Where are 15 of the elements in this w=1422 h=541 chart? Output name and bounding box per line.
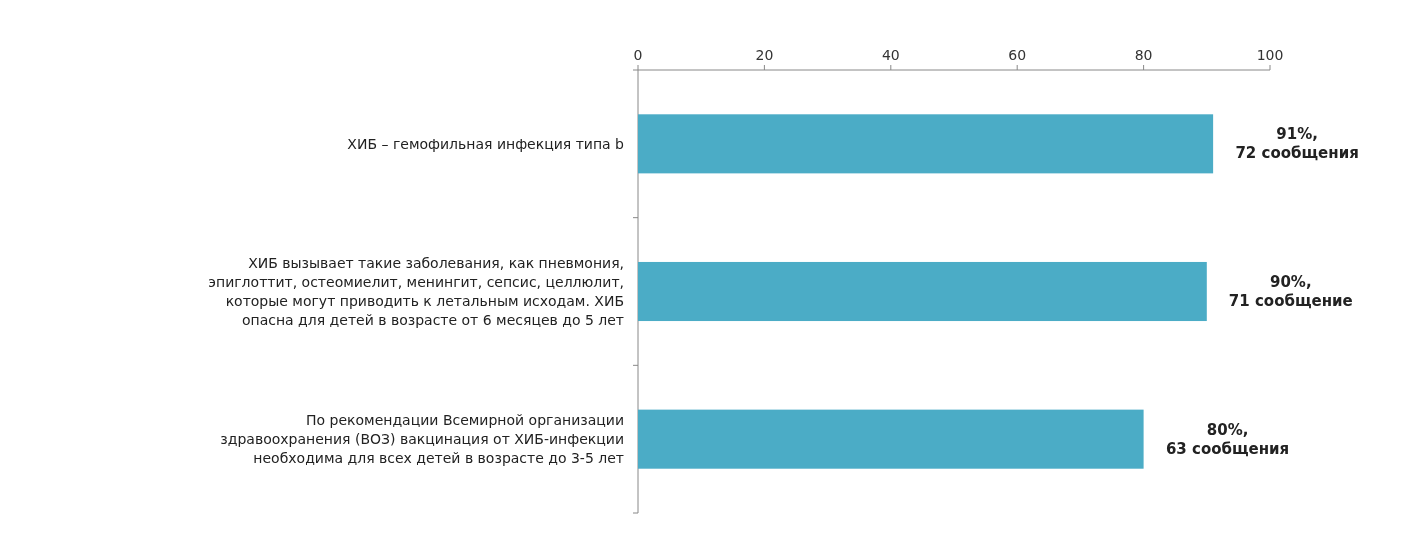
bar (638, 261, 1207, 322)
bar (638, 409, 1144, 469)
y-tick-label: ХИБ вызывает такие заболевания, как пневмония, эпиглоттит, остеомиелит, менингит, сепсис, целлюлит, которые могут приводить к летальным исходам. ХИБ опасна для детей в возрасте от 6 месяцев до 5 лет (208, 255, 624, 328)
y-tick-label: По рекомендации Всемирной организации здравоохранения (ВОЗ) вакцинация от ХИБ-инфекции необходима для всех детей в возрасте до 3-5 лет (220, 412, 624, 467)
y-tick-label: ХИБ – гемофильная инфекция типа b (347, 135, 625, 152)
x-tick-label: 80 (1134, 47, 1153, 63)
x-tick-label: 20 (755, 47, 774, 63)
bar (638, 114, 1214, 174)
x-tick-label: 60 (1008, 47, 1027, 63)
data-label: 91%, 72 сообщения (1235, 125, 1359, 163)
x-tick-label: 40 (881, 47, 900, 63)
data-label: 90%, 71 сообщение (1228, 273, 1353, 310)
x-tick-label: 0 (633, 47, 643, 63)
data-label: 80%, 63 сообщения (1165, 420, 1290, 458)
x-tick-label: 100 (1256, 47, 1284, 63)
